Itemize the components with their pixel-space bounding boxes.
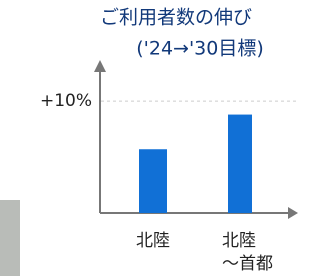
x-tick-label: 北陸 bbox=[136, 230, 170, 253]
y-axis-arrow bbox=[94, 60, 106, 72]
page: ご利用者数の伸び ('24→'30目標) +10% (() => { const… bbox=[0, 0, 298, 276]
bar bbox=[139, 149, 167, 213]
bar bbox=[228, 115, 252, 213]
photo-fragment bbox=[0, 200, 20, 276]
chart-title: ご利用者数の伸び bbox=[100, 7, 252, 29]
chart-subtitle: ('24→'30目標) bbox=[136, 38, 264, 60]
y-tick-label: +10% bbox=[40, 91, 92, 111]
x-axis-arrow bbox=[288, 207, 298, 219]
x-tick-label: 北陸 ～首都 bbox=[222, 230, 273, 276]
